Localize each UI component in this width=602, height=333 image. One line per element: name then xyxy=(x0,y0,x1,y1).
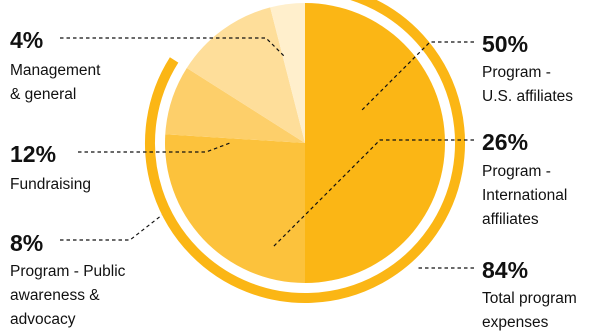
label-public-awareness-3: advocacy xyxy=(10,311,76,328)
pct-us-affiliates: 50% xyxy=(482,31,528,57)
label-international-1: Program - xyxy=(482,163,551,180)
leader-line-management xyxy=(60,37,285,57)
pct-international: 26% xyxy=(482,129,528,155)
label-fundraising-1: Fundraising xyxy=(10,176,91,193)
label-international-2: International xyxy=(482,187,567,204)
leader-lines xyxy=(60,37,474,269)
label-us-affiliates-2: U.S. affiliates xyxy=(482,88,573,105)
leader-line-us-affiliates xyxy=(359,41,474,113)
pct-total-program: 84% xyxy=(482,257,528,283)
label-total-program-1: Total program xyxy=(482,290,577,307)
label-international-3: affiliates xyxy=(482,211,539,228)
pct-management: 4% xyxy=(10,27,43,53)
leader-line-public-awareness xyxy=(60,214,163,241)
label-public-awareness-1: Program - Public xyxy=(10,263,126,280)
label-total-program-2: expenses xyxy=(482,314,549,331)
pie-slice-management xyxy=(270,3,305,143)
leader-line-fundraising xyxy=(78,142,231,153)
pie-slices xyxy=(165,3,445,283)
pct-fundraising: 12% xyxy=(10,141,56,167)
pct-public-awareness: 8% xyxy=(10,230,43,256)
label-us-affiliates-1: Program - xyxy=(482,64,551,81)
label-management-1: Management xyxy=(10,62,101,79)
pie-slice-public-awareness xyxy=(165,67,305,143)
total-program-arc xyxy=(145,0,465,303)
pie-slice-fundraising xyxy=(186,7,305,143)
pie-slice-us-affiliates xyxy=(305,3,445,283)
label-public-awareness-2: awareness & xyxy=(10,287,100,304)
label-management-2: & general xyxy=(10,86,76,103)
leader-line-international xyxy=(271,139,474,249)
pie-slice-international xyxy=(165,134,305,283)
